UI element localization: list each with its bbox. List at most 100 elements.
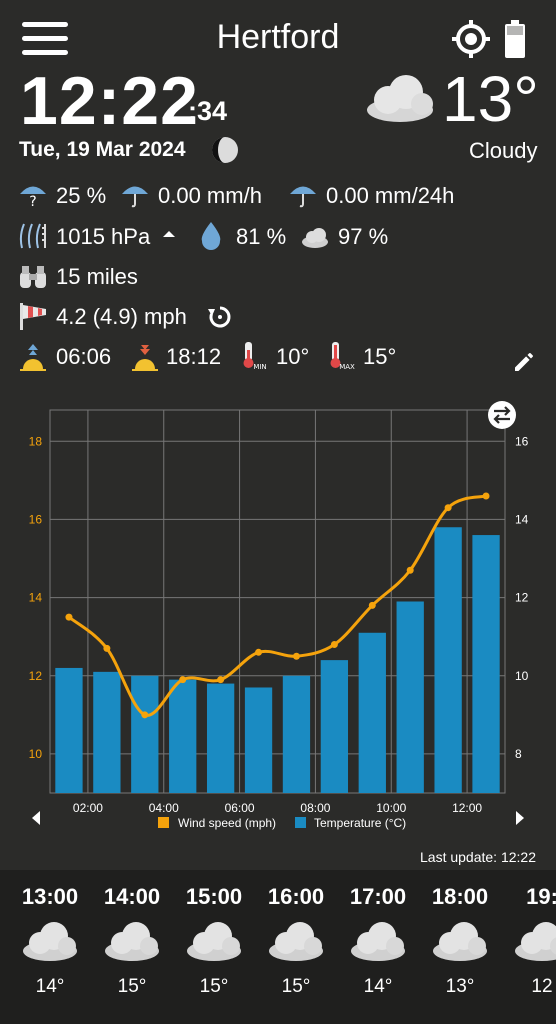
hourly-item[interactable]: 16:00 15° [255,870,337,1024]
wind-point [292,652,300,660]
wind-point [65,613,73,621]
temperature-bar [320,660,349,793]
cloud-cover: 97 % [338,224,389,249]
cloud-icon [367,75,433,122]
temperature-bar [55,667,83,793]
wind-point [368,601,376,609]
hourly-item[interactable]: 15:00 15° [173,870,255,1024]
legend-swatch-wind [158,817,169,828]
legend-swatch-temperature [295,817,306,828]
hourly-item[interactable]: 18:00 13° [419,870,501,1024]
temperature-bar [358,632,386,793]
legend-wind: Wind speed (mph) [178,816,276,830]
x-tick: 06:00 [225,801,255,815]
hourly-temp: 12 [531,976,553,997]
battery-icon [505,20,525,58]
pressure-rising-icon [163,231,175,237]
temperature-bar [244,687,273,793]
temperature-bar [206,683,235,793]
visibility: 15 miles [56,264,138,289]
temperature-bar [169,679,197,793]
hourly-temp: 15° [117,976,147,997]
hourly-item[interactable]: 17:00 14° [337,870,419,1024]
y-left-tick: 18 [29,434,43,448]
moon-phase-icon [212,137,238,163]
y-right-tick: 14 [515,512,529,526]
x-tick: 10:00 [376,801,406,815]
y-right-tick: 8 [515,747,522,761]
svg-text:?: ? [29,194,36,209]
hourly-item[interactable]: 13:00 14° [9,870,91,1024]
cloud-icon [103,920,161,967]
forecast-chart: 10 12 14 16 18 8 10 12 14 16 02:00 04:00 06:00 08:00 1… [29,401,529,830]
wind-point [141,711,149,719]
hourly-time: 14:00 [103,884,161,909]
hourly-temp: 14° [363,976,393,997]
sunset-time: 18:12 [166,344,222,369]
temperature-bar [434,527,462,793]
pressure-icon [19,223,46,249]
rain-probability-icon: ? [20,186,46,209]
windsock-icon [20,303,46,330]
edit-icon[interactable] [512,350,536,374]
hourly-time: 15:00 [185,884,243,909]
pressure: 1015 hPa [56,224,151,249]
wind-point [444,504,452,512]
hourly-time: 17:00 [349,884,407,909]
hourly-temp: 13° [445,976,475,997]
temperature-bar [282,675,311,793]
wind-line [68,494,487,717]
umbrella-24h-icon [290,186,316,208]
rain-rate: 0.00 mm/h [158,183,262,208]
temp-min: 10° [276,344,310,369]
svg-text:MIN: MIN [253,363,266,370]
hourly-temp: 14° [35,976,65,997]
hourly-forecast[interactable]: 13:00 14° 14:00 15° 15:00 15° 16:00 15° 17:00 14°… [0,870,556,1024]
swap-axes-button[interactable] [488,401,516,429]
wind-point [255,648,263,656]
cloud-icon [513,920,556,967]
chart-prev-arrow[interactable] [32,811,40,825]
legend-temperature: Temperature (°C) [314,816,406,830]
city-name: Hertford [216,18,340,56]
current-temperature: 13° [442,63,539,135]
x-tick: 02:00 [73,801,103,815]
wind-point [330,640,338,648]
sunset-icon [132,345,158,371]
binoculars-icon [20,266,46,288]
hourly-time: 13:00 [21,884,79,909]
weather-condition: Cloudy [469,138,538,163]
sunrise-time: 06:06 [56,344,112,369]
cloud-icon [267,920,325,967]
locate-icon[interactable] [450,18,492,60]
wind-point [217,676,225,684]
y-left-tick: 10 [29,747,43,761]
hourly-temp: 15° [281,976,311,997]
hourly-item[interactable]: 19: 12 [501,870,556,1024]
temperature-bar [93,671,121,793]
temp-max: 15° [363,344,397,369]
wind-speed: 4.2 (4.9) mph [56,304,187,329]
x-tick: 08:00 [300,801,330,815]
swap-icon[interactable] [493,406,511,424]
temperature-bar [472,535,500,793]
hourly-item[interactable]: 14:00 15° [91,870,173,1024]
chart-frame [49,409,506,794]
y-right-tick: 16 [515,434,529,448]
rain-probability: 25 % [56,183,107,208]
umbrella-icon [122,186,148,208]
menu-icon[interactable] [22,22,68,56]
chart-next-arrow[interactable] [516,811,524,825]
cloud-icon [21,920,79,967]
cloud-icon [431,920,489,967]
current-date: Tue, 19 Mar 2024 [19,138,186,161]
wind-point [406,566,414,574]
wind-point [103,644,111,652]
last-update: Last update: 12:22 [420,849,536,865]
temperature-bar [396,601,424,793]
refresh-icon[interactable] [207,304,233,330]
wind-point [482,492,490,500]
temperature-bar [131,675,159,793]
hourly-temp: 15° [199,976,229,997]
y-left-tick: 14 [29,591,43,605]
